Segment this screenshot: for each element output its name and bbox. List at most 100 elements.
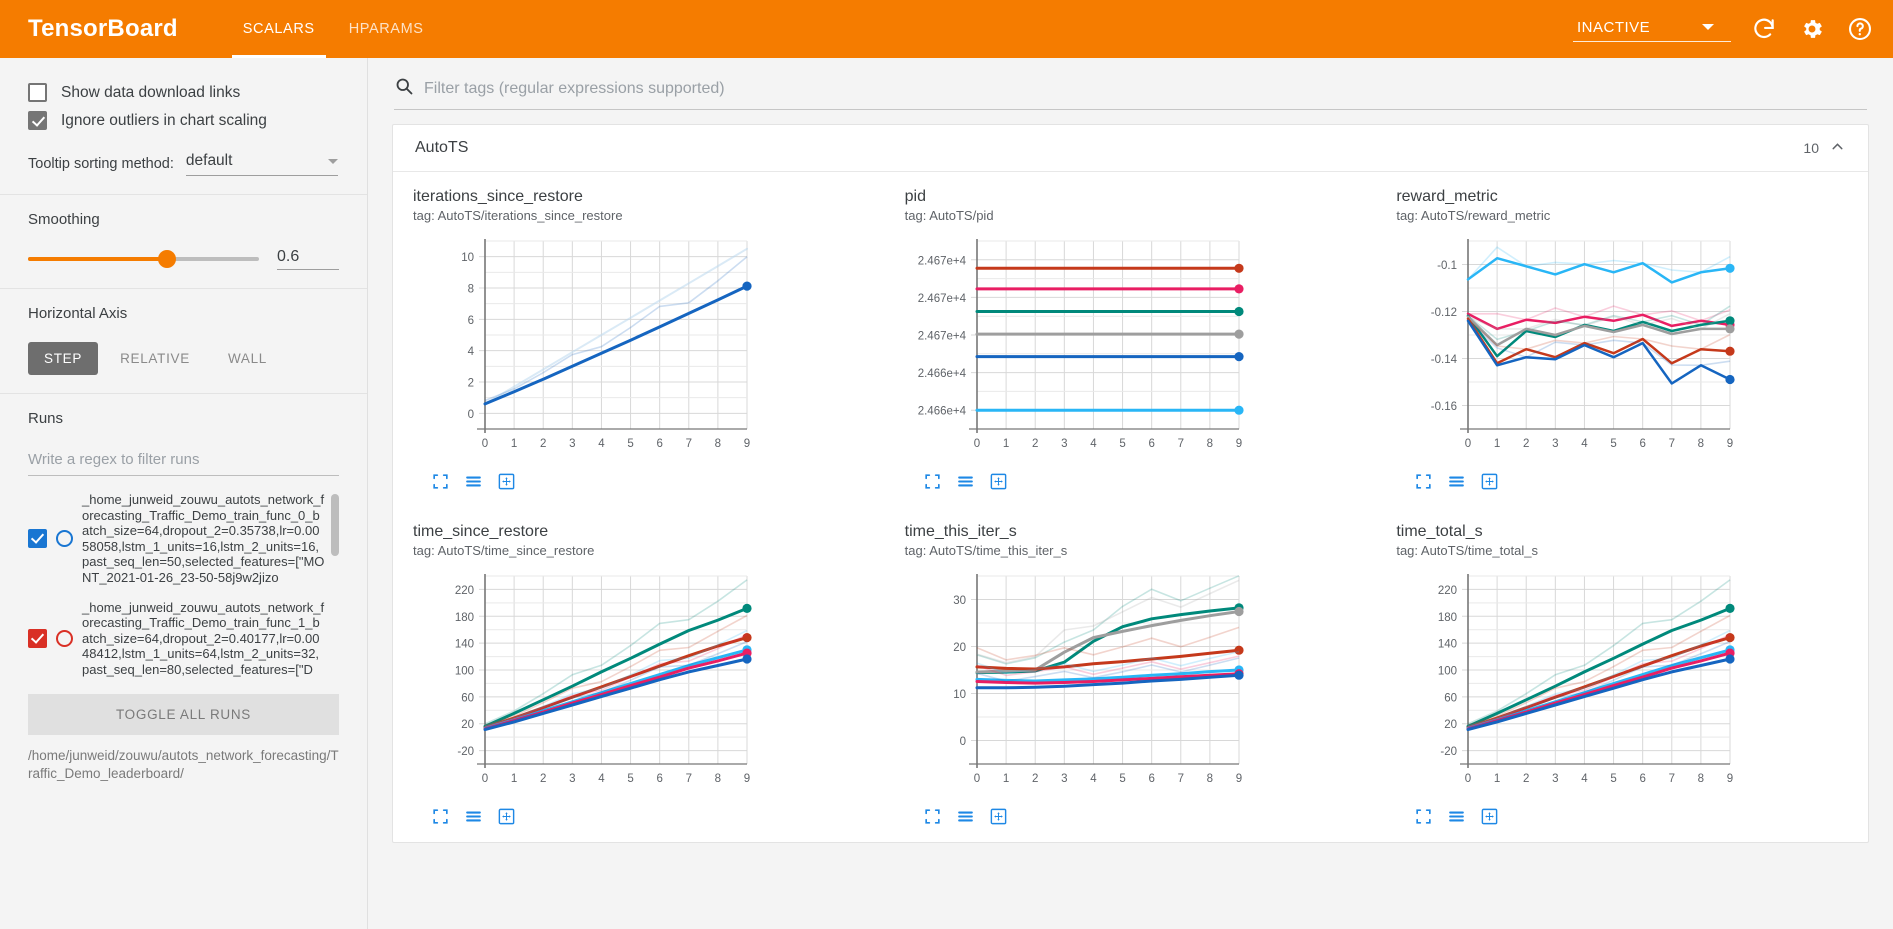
svg-text:10: 10 [953,689,966,701]
svg-text:10: 10 [461,252,474,264]
svg-text:180: 180 [1438,612,1457,624]
app-header: TensorBoard SCALARS HPARAMS INACTIVE [0,0,1893,58]
chart-svg-1[interactable]: 2.466e+4 2.466e+4 2.467e+4 2.467e+4 2.467e+4… [905,231,1253,463]
svg-text:0: 0 [468,409,474,421]
reload-status-select[interactable]: INACTIVE [1573,17,1731,42]
svg-text:6: 6 [656,773,662,785]
run-checkbox[interactable] [28,529,47,549]
smoothing-slider-fill [28,257,167,261]
settings-gear-icon[interactable] [1797,14,1827,44]
chart-cell-0: iterations_since_restore tag: AutoTS/ite… [393,172,885,507]
svg-text:9: 9 [744,438,750,450]
chevron-down-icon [1702,24,1715,30]
svg-text:220: 220 [455,585,474,597]
svg-text:220: 220 [1438,585,1457,597]
svg-text:2: 2 [1032,438,1038,450]
reload-status-value: INACTIVE [1577,18,1651,36]
svg-text:0: 0 [482,438,488,450]
chart-tag-1: tag: AutoTS/pid [904,208,994,223]
runs-list[interactable]: _home_junweid_zouwu_autots_network_forec… [28,492,339,690]
chart-svg-3[interactable]: -20 20 60 100 140 180 220 0 1 2 3 4 5 6 7 8 9 [413,566,761,798]
chart-title-5: time_total_s [1396,523,1483,540]
expand-icon[interactable] [1480,472,1499,491]
run-list-item[interactable]: _home_junweid_zouwu_autots_network_forec… [28,600,325,678]
toggle-y-axis-icon[interactable] [956,807,975,826]
chart-svg-2[interactable]: -0.16 -0.14 -0.12 -0.1 0 1 2 3 4 5 6 7 8 9 [1396,231,1744,463]
tag-filter-input[interactable] [424,79,1867,98]
chart-svg-5[interactable]: -20 20 60 100 140 180 220 0 1 2 3 4 5 6 7 8 9 [1396,566,1744,798]
expand-icon[interactable] [1480,807,1499,826]
axis-option-step[interactable]: STEP [28,342,99,375]
help-question-icon[interactable] [1845,14,1875,44]
svg-text:60: 60 [1445,692,1458,704]
svg-text:100: 100 [1438,666,1457,678]
scalar-group-header[interactable]: AutoTS 10 [393,125,1868,172]
svg-text:2: 2 [1523,773,1529,785]
show-download-links-checkbox[interactable] [28,83,47,102]
run-list-item[interactable]: _home_junweid_zouwu_autots_network_forec… [28,492,325,586]
smoothing-slider[interactable] [28,250,259,268]
axis-option-wall[interactable]: WALL [227,351,267,366]
refresh-icon[interactable] [1749,14,1779,44]
svg-text:8: 8 [1206,773,1212,785]
svg-text:9: 9 [1235,773,1241,785]
toggle-y-axis-icon[interactable] [464,472,483,491]
chevron-up-icon[interactable] [1829,138,1846,158]
svg-text:100: 100 [455,666,474,678]
chart-cell-3: time_since_restore tag: AutoTS/time_sinc… [393,507,885,842]
svg-text:0: 0 [1465,438,1471,450]
smoothing-slider-knob[interactable] [157,250,176,268]
smoothing-section: Smoothing 0.6 [0,195,367,289]
expand-icon[interactable] [989,807,1008,826]
svg-text:0: 0 [973,773,979,785]
axis-option-relative[interactable]: RELATIVE [120,351,190,366]
svg-text:8: 8 [715,773,721,785]
svg-text:2: 2 [1032,773,1038,785]
scalar-group-card: AutoTS 10 iterations_since_restore tag: … [392,124,1869,843]
svg-text:9: 9 [1235,438,1241,450]
fit-domain-icon[interactable] [923,472,942,491]
runs-filter-input[interactable] [28,447,339,476]
fit-domain-icon[interactable] [431,472,450,491]
header-actions: INACTIVE [1573,14,1875,44]
tab-hparams[interactable]: HPARAMS [348,21,424,37]
tab-scalars[interactable]: SCALARS [226,0,332,58]
expand-icon[interactable] [497,807,516,826]
toggle-y-axis-icon[interactable] [956,472,975,491]
run-checkbox[interactable] [28,629,47,649]
chart-cell-5: time_total_s tag: AutoTS/time_total_s -2… [1376,507,1868,842]
chart-title-3: time_since_restore [413,523,549,540]
scalar-group-title: AutoTS [415,139,469,156]
toggle-y-axis-icon[interactable] [1447,472,1466,491]
chart-svg-4[interactable]: 0 10 20 30 0 1 2 3 4 5 6 7 8 9 [905,566,1253,798]
chart-actions-3 [413,803,865,832]
ignore-outliers-row[interactable]: Ignore outliers in chart scaling [28,111,339,130]
toggle-y-axis-icon[interactable] [1447,807,1466,826]
svg-text:6: 6 [1640,773,1646,785]
show-download-links-row[interactable]: Show data download links [28,83,339,102]
svg-text:4: 4 [1582,773,1589,785]
tooltip-sorting-value: default [185,152,233,169]
svg-text:4: 4 [468,346,475,358]
expand-icon[interactable] [989,472,1008,491]
tooltip-sorting-select[interactable]: default [185,152,338,176]
runs-scrollbar[interactable] [331,494,339,556]
chart-cell-1: pid tag: AutoTS/pid 2.466e+4 2.466e+4 2.46… [885,172,1377,507]
expand-icon[interactable] [497,472,516,491]
chart-actions-5 [1396,803,1848,832]
chart-svg-0[interactable]: 0 2 4 6 8 10 0 1 2 3 4 5 6 7 8 9 [413,231,761,463]
toggle-all-runs-button[interactable]: TOGGLE ALL RUNS [28,694,339,735]
run-radio[interactable] [56,630,73,648]
smoothing-value-input[interactable]: 0.6 [277,248,339,270]
fit-domain-icon[interactable] [1414,807,1433,826]
fit-domain-icon[interactable] [923,807,942,826]
fit-domain-icon[interactable] [431,807,450,826]
ignore-outliers-checkbox[interactable] [28,111,47,130]
svg-text:5: 5 [1611,773,1617,785]
svg-text:9: 9 [1727,773,1733,785]
chart-title-0: iterations_since_restore [413,188,583,205]
svg-text:-0.1: -0.1 [1438,260,1458,272]
toggle-y-axis-icon[interactable] [464,807,483,826]
fit-domain-icon[interactable] [1414,472,1433,491]
run-radio[interactable] [56,530,73,548]
